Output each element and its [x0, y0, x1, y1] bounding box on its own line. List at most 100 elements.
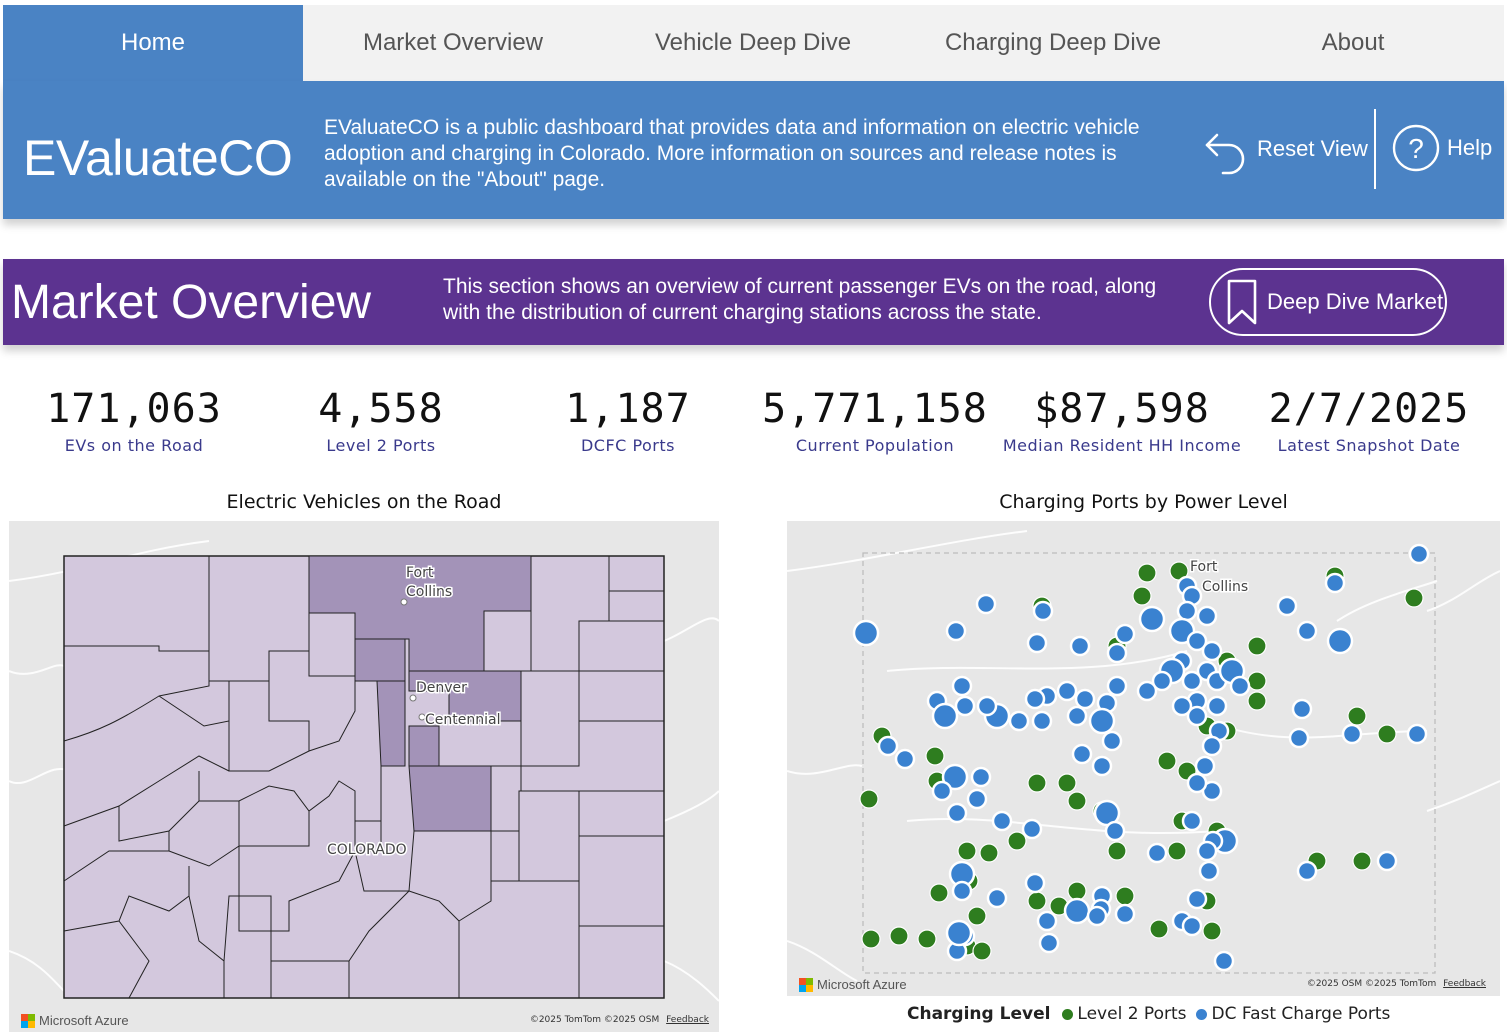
station-marker[interactable]	[1069, 635, 1091, 657]
station-marker[interactable]	[1181, 915, 1203, 937]
station-marker[interactable]	[1136, 680, 1158, 702]
station-marker[interactable]	[1213, 950, 1235, 972]
station-marker[interactable]	[951, 880, 973, 902]
tab-home[interactable]: Home	[3, 5, 303, 81]
station-marker[interactable]	[1201, 735, 1223, 757]
station-marker[interactable]	[1186, 888, 1208, 910]
station-marker[interactable]	[889, 926, 909, 946]
station-marker[interactable]	[967, 906, 987, 926]
station-marker[interactable]	[1324, 572, 1346, 594]
charging-map[interactable]: Fort Collins Microsoft Azure ©2025 OSM ©…	[787, 521, 1500, 996]
station-marker[interactable]	[1408, 543, 1430, 565]
help-button[interactable]: ? Help	[1391, 123, 1492, 173]
station-marker[interactable]	[1376, 850, 1398, 872]
station-marker[interactable]	[1352, 851, 1372, 871]
station-marker[interactable]	[1066, 705, 1088, 727]
station-marker[interactable]	[1181, 670, 1203, 692]
station-marker[interactable]	[931, 702, 959, 730]
station-marker[interactable]	[1067, 881, 1087, 901]
station-marker[interactable]	[1036, 910, 1058, 932]
station-marker[interactable]	[1202, 921, 1222, 941]
station-marker[interactable]	[945, 919, 973, 947]
station-marker[interactable]	[1024, 872, 1046, 894]
station-marker[interactable]	[1198, 860, 1220, 882]
station-marker[interactable]	[1347, 706, 1367, 726]
tab-market-overview[interactable]: Market Overview	[362, 29, 544, 56]
tab-about[interactable]: About	[1321, 29, 1385, 56]
station-marker[interactable]	[1149, 919, 1169, 939]
station-marker[interactable]	[1027, 891, 1047, 911]
station-marker[interactable]	[1276, 595, 1298, 617]
station-marker[interactable]	[1021, 818, 1043, 840]
station-marker[interactable]	[991, 810, 1013, 832]
deep-dive-market-button[interactable]: Deep Dive Market	[1209, 268, 1447, 336]
station-marker[interactable]	[1137, 563, 1157, 583]
station-marker[interactable]	[941, 763, 969, 791]
station-marker[interactable]	[1106, 642, 1128, 664]
station-marker[interactable]	[970, 766, 992, 788]
station-marker[interactable]	[1007, 831, 1027, 851]
station-marker[interactable]	[1008, 710, 1030, 732]
legend-item-dcfc[interactable]: DC Fast Charge Ports	[1194, 1004, 1390, 1024]
feedback-link[interactable]: Feedback	[1443, 979, 1486, 989]
station-marker[interactable]	[979, 843, 999, 863]
station-marker[interactable]	[1377, 724, 1397, 744]
station-marker[interactable]	[1101, 730, 1123, 752]
station-marker[interactable]	[1296, 620, 1318, 642]
station-marker[interactable]	[1026, 632, 1048, 654]
tab-vehicle-deep-dive[interactable]: Vehicle Deep Dive	[654, 29, 852, 56]
ev-map[interactable]: Fort Collins Denver Centennial COLORADO …	[9, 521, 719, 1032]
station-marker[interactable]	[1167, 841, 1187, 861]
station-marker[interactable]	[1229, 675, 1251, 697]
station-marker[interactable]	[1071, 743, 1093, 765]
station-marker[interactable]	[894, 748, 916, 770]
station-marker[interactable]	[1027, 773, 1047, 793]
station-marker[interactable]	[1038, 932, 1060, 954]
station-marker[interactable]	[1201, 640, 1223, 662]
station-marker[interactable]	[1171, 695, 1193, 717]
station-marker[interactable]	[1406, 723, 1428, 745]
station-marker[interactable]	[1106, 675, 1128, 697]
station-marker[interactable]	[1326, 627, 1354, 655]
station-marker[interactable]	[951, 675, 973, 697]
station-marker[interactable]	[945, 620, 967, 642]
station-marker[interactable]	[1114, 903, 1136, 925]
station-marker[interactable]	[976, 695, 998, 717]
station-marker[interactable]	[1176, 600, 1198, 622]
station-marker[interactable]	[1151, 670, 1173, 692]
station-marker[interactable]	[877, 735, 899, 757]
station-marker[interactable]	[1086, 905, 1108, 927]
station-marker[interactable]	[1104, 820, 1126, 842]
station-marker[interactable]	[1032, 600, 1054, 622]
station-marker[interactable]	[986, 887, 1008, 909]
station-marker[interactable]	[1196, 840, 1218, 862]
tab-charging-deep-dive[interactable]: Charging Deep Dive	[944, 29, 1162, 56]
station-marker[interactable]	[966, 788, 988, 810]
station-marker[interactable]	[1341, 723, 1363, 745]
station-marker[interactable]	[1196, 605, 1218, 627]
station-marker[interactable]	[1031, 710, 1053, 732]
station-marker[interactable]	[1114, 623, 1136, 645]
station-marker[interactable]	[1186, 630, 1208, 652]
legend-item-level2[interactable]: Level 2 Ports	[1060, 1004, 1186, 1024]
station-marker[interactable]	[1146, 842, 1168, 864]
station-marker[interactable]	[954, 695, 976, 717]
station-marker[interactable]	[1091, 755, 1113, 777]
station-marker[interactable]	[957, 841, 977, 861]
station-marker[interactable]	[1088, 707, 1116, 735]
station-marker[interactable]	[1194, 755, 1216, 777]
station-marker[interactable]	[931, 780, 953, 802]
station-marker[interactable]	[1288, 727, 1310, 749]
station-marker[interactable]	[1404, 588, 1424, 608]
station-marker[interactable]	[852, 619, 880, 647]
station-marker[interactable]	[1247, 671, 1267, 691]
station-marker[interactable]	[1247, 636, 1267, 656]
station-marker[interactable]	[917, 929, 937, 949]
station-marker[interactable]	[859, 789, 879, 809]
station-marker[interactable]	[1291, 698, 1313, 720]
feedback-link[interactable]: Feedback	[666, 1015, 709, 1025]
station-marker[interactable]	[1206, 695, 1228, 717]
station-marker[interactable]	[1024, 688, 1046, 710]
station-marker[interactable]	[972, 941, 992, 961]
station-marker[interactable]	[1063, 897, 1091, 925]
